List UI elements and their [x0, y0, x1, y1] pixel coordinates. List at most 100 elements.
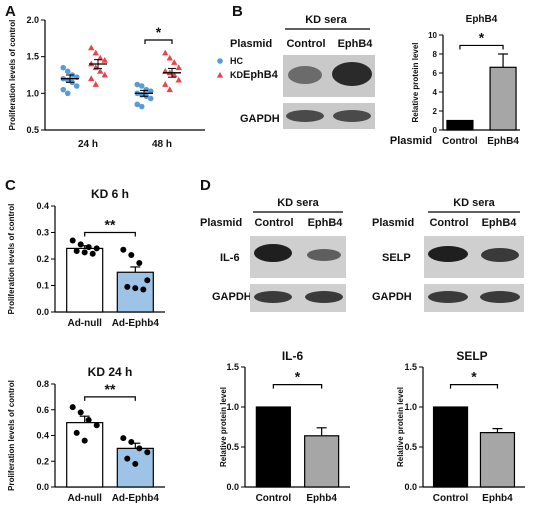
y-tick-label: 0.5	[226, 442, 239, 452]
significance-label: *	[471, 369, 477, 385]
data-point	[144, 449, 151, 456]
panel-label-b: B	[232, 3, 243, 20]
blot-dr-row2-label: GAPDH	[372, 291, 412, 303]
y-tick-label: 1.0	[26, 88, 39, 98]
y-tick-label: 1.5	[26, 52, 39, 62]
data-point-hc	[60, 64, 67, 71]
y-tick-label: 0.6	[36, 405, 49, 415]
data-point	[81, 249, 88, 256]
data-point-kd	[171, 59, 178, 65]
y-tick-label: 0.4	[36, 431, 49, 441]
data-point	[69, 237, 76, 244]
data-point	[132, 285, 139, 292]
data-point	[85, 417, 92, 424]
x-tick-label: Ad-null	[67, 493, 102, 504]
blot-dr-band-selp-treatment	[481, 248, 519, 262]
x-tick-label: Control	[256, 493, 292, 504]
blot-dl-row1-label: IL-6	[220, 252, 240, 264]
blot-dl-control-label: Control	[254, 217, 293, 229]
blot-b-plasmid-label: Plasmid	[230, 38, 272, 50]
blot-dl-group-label: KD sera	[277, 197, 319, 209]
data-point-hc	[138, 83, 145, 89]
data-point	[140, 286, 147, 293]
blot-b-row1-label: EphB4	[243, 69, 279, 81]
y-tick-label: 1.5	[226, 362, 239, 372]
y-tick-label: 2	[433, 107, 438, 116]
y-tick-label: 0.8	[36, 379, 49, 389]
significance-bracket	[84, 231, 136, 237]
x-tick-label: 24 h	[78, 139, 98, 150]
x-category-prefix: Plasmid	[390, 135, 432, 147]
data-point-kd	[175, 76, 182, 83]
x-tick-label: Control	[442, 136, 478, 147]
charts: 0.5 1.0 1.5 2.0 Proliferation levels of cont…	[7, 14, 525, 504]
panel-label-c: C	[5, 177, 16, 194]
significance-label: *	[295, 369, 301, 385]
blot-b: KD sera Plasmid Control EphB4 EphB4 GAPD…	[230, 14, 375, 129]
significance-bracket	[459, 44, 504, 50]
data-point	[81, 437, 88, 444]
data-point-kd	[97, 54, 104, 61]
data-point	[69, 404, 76, 411]
y-axis-label: Proliferation levels of control	[7, 380, 16, 491]
blot-dr-group-label: KD sera	[453, 197, 495, 209]
data-point	[144, 277, 151, 284]
significance-label: *	[479, 29, 485, 45]
y-axis-label: Relative protein level	[411, 42, 420, 122]
y-tick-label: 0.0	[404, 482, 417, 492]
y-tick-label: 0.4	[36, 201, 49, 211]
data-point-kd	[162, 81, 169, 87]
data-point	[136, 259, 143, 266]
legend-marker-kd	[216, 72, 224, 78]
y-tick-label: 0.3	[36, 228, 49, 238]
blot-dl-row2-label: GAPDH	[212, 291, 252, 303]
panel-label-d: D	[200, 177, 211, 194]
chart-title: EphB4	[466, 14, 498, 25]
y-tick-label: 0.0	[36, 482, 49, 492]
y-axis-label: Proliferation levels of control	[7, 204, 16, 315]
x-tick-label: Control	[433, 493, 469, 504]
blot-b-row2-label: GAPDH	[240, 113, 280, 125]
data-point-kd	[92, 49, 99, 56]
y-tick-label: 10	[428, 31, 437, 40]
data-point-hc	[64, 68, 71, 75]
data-point-kd	[101, 56, 108, 63]
chart-title: SELP	[456, 349, 487, 363]
y-tick-label: 0.2	[36, 254, 49, 264]
data-point-kd	[97, 67, 104, 74]
chart-title: KD 24 h	[88, 365, 133, 379]
chart-d2: 0.0 0.5 1.0 1.5 Relative protein level SELP Co…	[396, 349, 525, 504]
data-point-kd	[92, 81, 99, 87]
data-point-hc	[147, 88, 154, 94]
y-axis-label: Relative protein level	[396, 387, 405, 467]
blot-dl-plasmid-label: Plasmid	[200, 217, 242, 229]
data-point	[120, 246, 127, 253]
data-point	[73, 429, 80, 436]
blot-dr-plasmid-label: Plasmid	[372, 217, 414, 229]
data-point	[124, 283, 131, 290]
chart-a: 0.5 1.0 1.5 2.0 Proliferation levels of cont…	[8, 15, 243, 150]
blot-dr-band-selp-control	[428, 246, 468, 262]
data-point	[93, 422, 100, 429]
y-tick-label: 2.0	[26, 15, 39, 25]
data-point	[132, 460, 139, 467]
data-point-kd	[101, 71, 108, 78]
bar-ephb4	[304, 435, 340, 488]
blot-b-band-ephb4-treatment	[332, 62, 372, 86]
blot-dr-control-label: Control	[429, 217, 468, 229]
chart-b: 0 2 4 6 8 10 Relative protein level EphB4 Contro…	[390, 14, 520, 147]
legend-marker-hc	[217, 58, 223, 64]
y-tick-label: 0.1	[36, 281, 49, 291]
significance-bracket	[449, 384, 499, 389]
chart-c1: 0.0 0.1 0.2 0.3 0.4 Proliferation levels of c…	[7, 187, 165, 329]
y-tick-label: 0.0	[36, 307, 49, 317]
y-axis-label: Proliferation levels of control	[8, 20, 17, 131]
bar-control	[432, 406, 469, 488]
y-tick-label: 0.5	[404, 442, 417, 452]
significance-label: **	[105, 381, 116, 397]
blot-b-group-label: KD sera	[305, 14, 347, 26]
data-point	[77, 409, 84, 416]
y-tick-label: 0.5	[26, 125, 39, 135]
x-tick-label: EphB4	[487, 136, 519, 147]
chart-title: IL-6	[282, 349, 304, 363]
